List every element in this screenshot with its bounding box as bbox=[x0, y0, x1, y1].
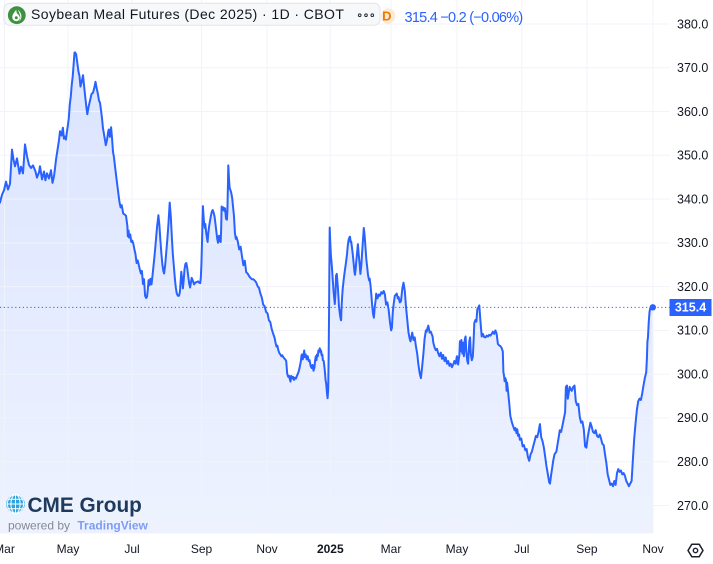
svg-text:300.0: 300.0 bbox=[677, 368, 708, 382]
svg-text:Sep: Sep bbox=[191, 542, 213, 556]
svg-text:350.0: 350.0 bbox=[677, 149, 708, 163]
svg-text:May: May bbox=[446, 542, 469, 556]
svg-text:2025: 2025 bbox=[317, 542, 344, 556]
svg-text:280.0: 280.0 bbox=[677, 455, 708, 469]
svg-text:Mar: Mar bbox=[0, 542, 15, 556]
svg-text:380.0: 380.0 bbox=[677, 17, 708, 31]
svg-text:Jul: Jul bbox=[124, 542, 139, 556]
svg-text:Sep: Sep bbox=[576, 542, 598, 556]
svg-text:290.0: 290.0 bbox=[677, 411, 708, 425]
svg-text:340.0: 340.0 bbox=[677, 192, 708, 206]
svg-text:320.0: 320.0 bbox=[677, 280, 708, 294]
svg-text:May: May bbox=[57, 542, 80, 556]
svg-text:315.4: 315.4 bbox=[675, 301, 706, 315]
svg-text:D: D bbox=[382, 8, 391, 23]
svg-text:Mar: Mar bbox=[381, 542, 402, 556]
svg-text:315.4 −0.2 (−0.06%): 315.4 −0.2 (−0.06%) bbox=[405, 10, 523, 26]
svg-text:powered by: powered by bbox=[8, 519, 70, 533]
svg-text:Nov: Nov bbox=[642, 542, 663, 556]
svg-text:Nov: Nov bbox=[256, 542, 277, 556]
svg-text:Soybean Meal Futures (Dec 2025: Soybean Meal Futures (Dec 2025) · 1D · C… bbox=[31, 6, 344, 22]
svg-text:CME Group: CME Group bbox=[28, 494, 142, 517]
svg-text:270.0: 270.0 bbox=[677, 499, 708, 513]
svg-text:370.0: 370.0 bbox=[677, 61, 708, 75]
svg-text:310.0: 310.0 bbox=[677, 324, 708, 338]
svg-text:330.0: 330.0 bbox=[677, 236, 708, 250]
svg-text:TradingView: TradingView bbox=[77, 519, 148, 533]
svg-text:360.0: 360.0 bbox=[677, 105, 708, 119]
svg-text:Jul: Jul bbox=[514, 542, 529, 556]
